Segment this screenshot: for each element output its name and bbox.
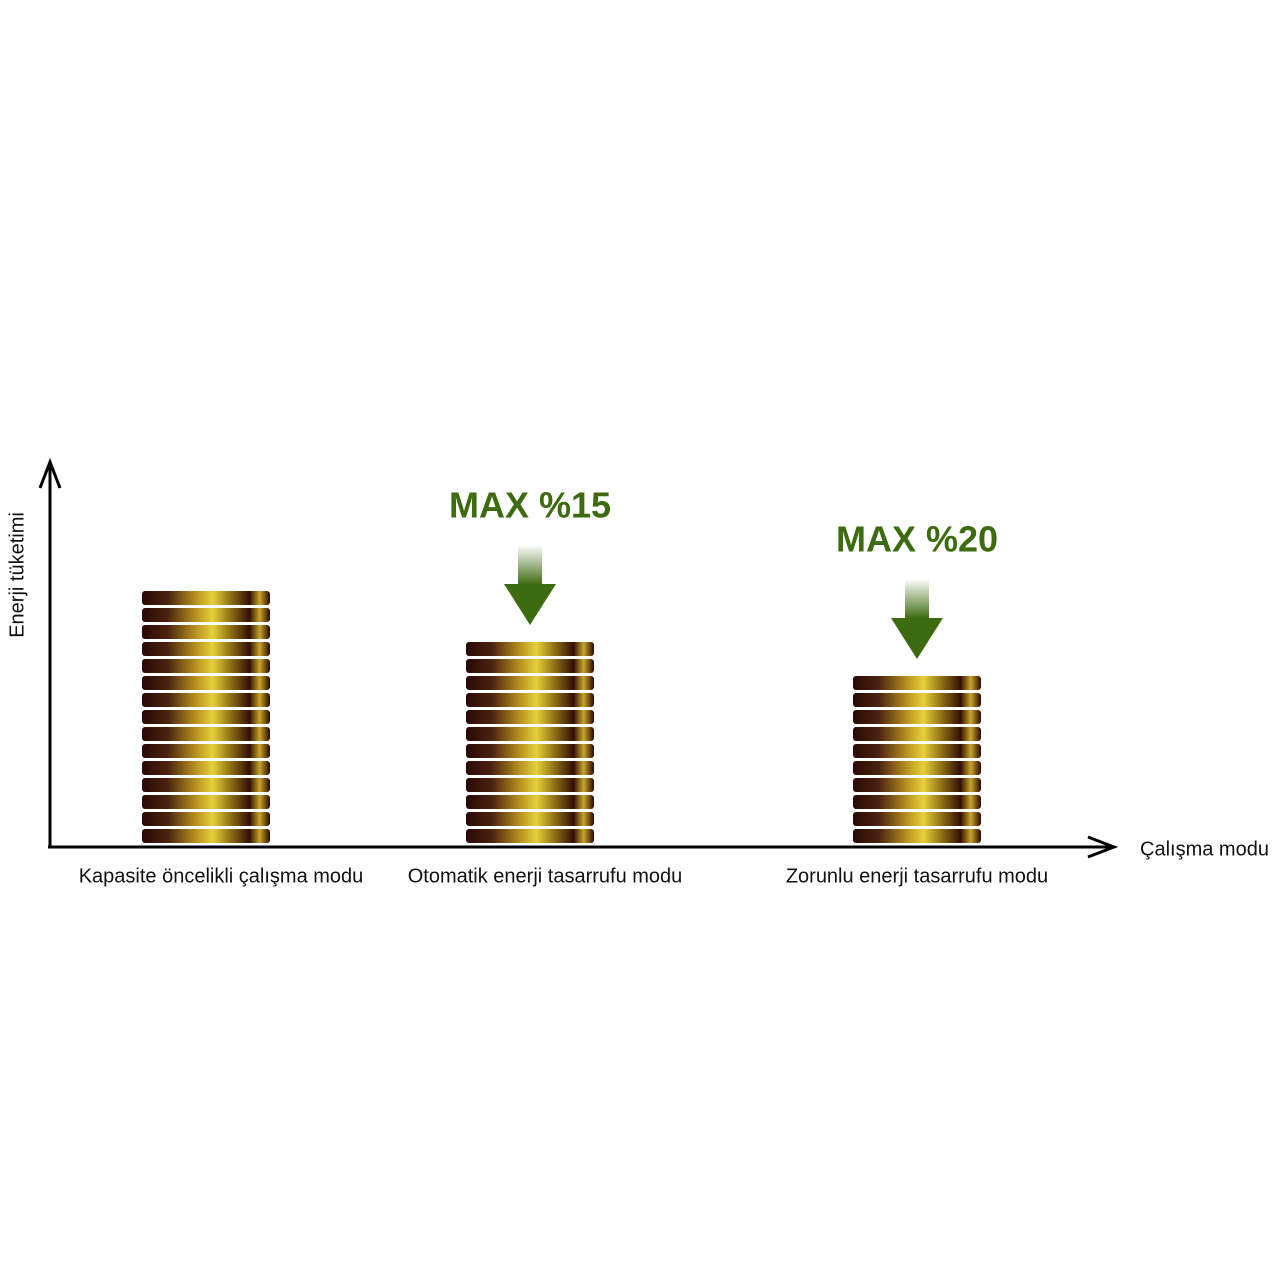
- coin: [466, 676, 594, 690]
- annotation: MAX %15: [449, 485, 611, 526]
- coin: [853, 710, 981, 724]
- coin: [142, 812, 270, 826]
- arrow-head: [891, 618, 943, 659]
- coin: [853, 795, 981, 809]
- coin: [466, 761, 594, 775]
- coin: [853, 727, 981, 741]
- coin: [142, 676, 270, 690]
- coin: [142, 761, 270, 775]
- coin: [142, 778, 270, 792]
- coin: [466, 744, 594, 758]
- coin: [853, 676, 981, 690]
- coin: [466, 642, 594, 656]
- y-axis-label: Enerji tüketimi: [6, 512, 28, 638]
- coin: [853, 829, 981, 843]
- coin: [466, 659, 594, 673]
- coin: [466, 778, 594, 792]
- coin: [142, 693, 270, 707]
- coin: [853, 778, 981, 792]
- coin: [142, 642, 270, 656]
- arrow-shaft: [518, 545, 542, 585]
- coin: [142, 659, 270, 673]
- x-tick-label: Kapasite öncelikli çalışma modu: [79, 865, 364, 887]
- coin: [466, 812, 594, 826]
- coin: [142, 710, 270, 724]
- arrow-shaft: [905, 579, 929, 619]
- arrow-head: [504, 584, 556, 625]
- coin-stack: [142, 591, 270, 843]
- coin: [853, 744, 981, 758]
- x-axis-label: Çalışma modu: [1140, 838, 1269, 860]
- x-tick-label: Zorunlu enerji tasarrufu modu: [786, 865, 1048, 887]
- coin: [142, 829, 270, 843]
- coin: [142, 591, 270, 605]
- coin-stack: [853, 676, 981, 843]
- coin: [853, 812, 981, 826]
- coin: [853, 693, 981, 707]
- coin: [142, 744, 270, 758]
- x-tick-label: Otomatik enerji tasarrufu modu: [408, 865, 683, 887]
- coin: [466, 795, 594, 809]
- coin: [142, 608, 270, 622]
- annotation: MAX %20: [836, 519, 998, 560]
- coin-stack: [466, 642, 594, 843]
- coin: [142, 795, 270, 809]
- coin: [466, 829, 594, 843]
- coin: [466, 693, 594, 707]
- coin: [142, 727, 270, 741]
- axes: [38, 457, 1119, 859]
- x-axis-arrow: [1087, 835, 1119, 859]
- coin: [853, 761, 981, 775]
- coin: [466, 710, 594, 724]
- y-axis-arrow: [38, 457, 62, 489]
- coin: [466, 727, 594, 741]
- coin: [142, 625, 270, 639]
